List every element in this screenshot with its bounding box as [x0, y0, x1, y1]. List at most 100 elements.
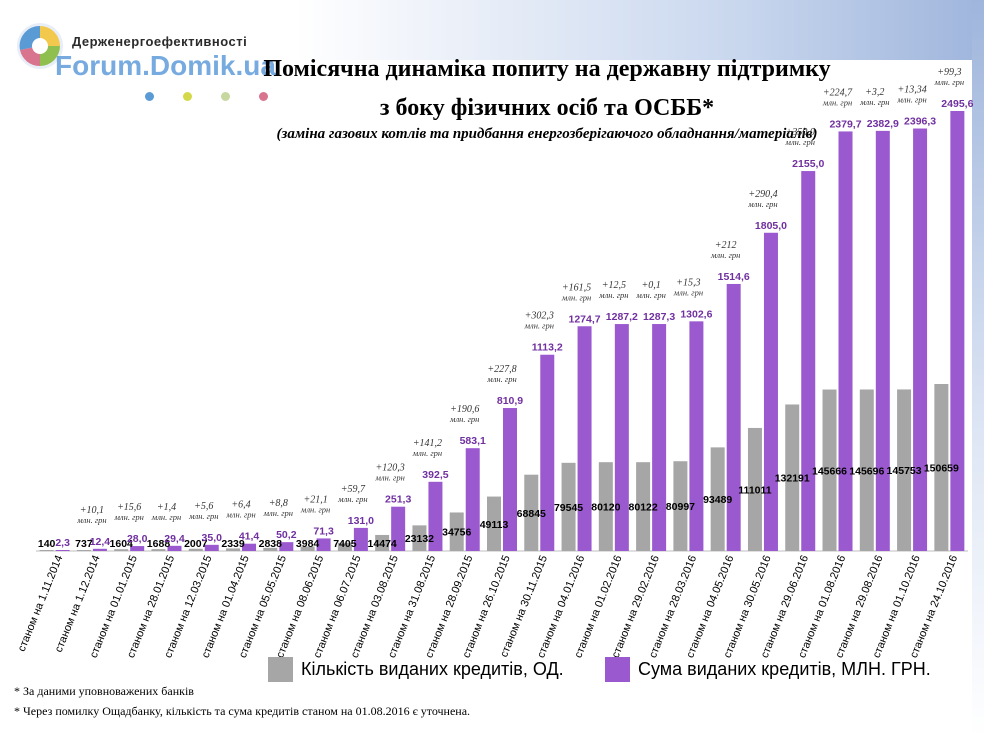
legend-count: Кількість виданих кредитів, ОД. — [268, 657, 564, 682]
increment-label: +161,5 — [562, 282, 591, 293]
footnote-2: * Через помилку Ощадбанку, кількість та … — [14, 704, 471, 718]
count-label: 68845 — [517, 508, 546, 520]
sum-bar — [913, 128, 928, 551]
increment-label: +8,8 — [269, 498, 288, 509]
sum-bar — [167, 545, 182, 551]
increment-unit: млн. грн — [524, 321, 554, 331]
legend-sum: Сума виданих кредитів, МЛН. ГРН. — [605, 657, 931, 682]
sum-bar — [55, 550, 70, 551]
increment-unit: млн. грн — [374, 473, 404, 483]
count-bar — [636, 462, 651, 551]
sum-bar — [92, 548, 107, 551]
count-label: 2007 — [184, 538, 208, 550]
increment-unit: млн. грн — [598, 290, 628, 300]
count-bar — [710, 447, 725, 551]
right-decor-band — [972, 0, 984, 738]
count-label: 145696 — [849, 465, 884, 477]
chart-subtitle: (заміна газових котлів та придбання енер… — [276, 126, 818, 142]
count-bar — [897, 389, 912, 551]
sum-label: 71,3 — [313, 525, 334, 537]
decor-dot — [221, 92, 230, 101]
count-bar — [39, 550, 54, 551]
sum-bar — [391, 506, 406, 551]
sum-bar — [428, 481, 443, 551]
increment-unit: млн. грн — [337, 494, 367, 504]
legend-swatch-sum — [605, 657, 630, 682]
count-label: 3984 — [296, 538, 320, 550]
increment-unit: млн. грн — [300, 504, 330, 514]
increment-unit: млн. грн — [710, 250, 740, 260]
increment-label: +3,2 — [865, 87, 884, 98]
sum-bar — [838, 131, 853, 551]
legend-label-count: Кількість виданих кредитів, ОД. — [301, 659, 564, 679]
increment-unit: млн. грн — [934, 77, 964, 87]
count-bar — [151, 549, 166, 551]
count-label: 80122 — [629, 502, 658, 514]
sum-label: 2,3 — [55, 537, 70, 549]
count-label: 132191 — [775, 473, 810, 485]
chart-title-line2: з боку фізичних осіб та ОСББ* — [379, 95, 715, 121]
agency-logo — [17, 23, 63, 69]
count-bar — [934, 384, 949, 551]
watermark-text: Forum.Domik.ua — [55, 50, 276, 81]
increment-label: +15,3 — [676, 277, 700, 288]
increment-label: +10,1 — [80, 505, 104, 516]
count-bar — [561, 462, 576, 551]
increment-label: +21,1 — [303, 494, 327, 505]
increment-label: +6,4 — [231, 500, 250, 511]
count-bar — [300, 546, 315, 551]
count-label: 737 — [75, 538, 93, 550]
sum-label: 1113,2 — [532, 342, 563, 354]
sum-label: 251,3 — [385, 494, 411, 506]
increment-label: +15,6 — [117, 502, 141, 513]
decor-dot — [183, 92, 192, 101]
count-bar — [524, 474, 539, 551]
decor-dot — [145, 92, 154, 101]
count-bar — [412, 525, 427, 551]
increment-unit: млн. грн — [635, 290, 665, 300]
count-label: 80120 — [591, 502, 620, 514]
count-bar — [747, 427, 762, 551]
increment-unit: млн. грн — [263, 508, 293, 518]
increment-label: +190,6 — [450, 404, 479, 415]
sum-label: 392,5 — [422, 469, 448, 481]
count-label: 1688 — [147, 538, 171, 550]
count-label: 79545 — [554, 502, 583, 514]
count-label: 2339 — [221, 538, 245, 550]
count-label: 49113 — [480, 519, 509, 531]
sum-label: 131,0 — [348, 515, 374, 527]
sum-bar — [763, 232, 778, 552]
count-bar — [785, 404, 800, 551]
legend-swatch-count — [268, 657, 293, 682]
increment-label: +141,2 — [413, 438, 442, 449]
sum-label: 583,1 — [460, 435, 486, 447]
count-label: 145666 — [812, 465, 847, 477]
increment-unit: млн. грн — [225, 510, 255, 520]
footnote-1: * За даними уповноважених банків — [14, 684, 194, 698]
sum-label: 41,4 — [239, 531, 260, 543]
sum-label: 1805,0 — [755, 220, 787, 232]
sum-bar — [950, 111, 965, 551]
count-label: 1604 — [110, 538, 134, 550]
increment-unit: млн. грн — [412, 448, 442, 458]
sum-label: 810,9 — [497, 395, 523, 407]
count-label: 150659 — [924, 463, 959, 475]
sum-bar — [577, 326, 592, 551]
increment-label: +99,3 — [937, 67, 961, 78]
decor-dots — [145, 88, 297, 106]
increment-unit: млн. грн — [114, 512, 144, 522]
count-label: 14474 — [368, 538, 397, 550]
sum-bar — [279, 542, 294, 551]
sum-label: 2382,9 — [867, 118, 899, 130]
count-bar — [226, 548, 241, 551]
count-bar — [487, 496, 501, 551]
increment-label: +302,3 — [525, 311, 554, 322]
count-label: 111011 — [738, 484, 771, 496]
sum-bar — [316, 538, 331, 551]
sum-bar — [540, 354, 555, 551]
count-label: 80997 — [666, 501, 695, 513]
increment-unit: млн. грн — [785, 137, 815, 147]
count-bar — [263, 547, 278, 551]
sum-label: 28,0 — [127, 533, 148, 545]
increment-unit: млн. грн — [673, 287, 703, 297]
